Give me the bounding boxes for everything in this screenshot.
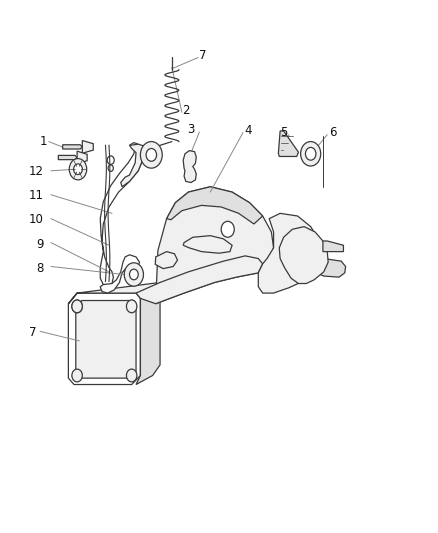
Circle shape — [141, 142, 162, 168]
Text: 6: 6 — [329, 126, 336, 139]
Polygon shape — [166, 187, 263, 224]
Polygon shape — [68, 282, 160, 304]
Text: 7: 7 — [29, 326, 36, 340]
Polygon shape — [136, 282, 160, 384]
Polygon shape — [58, 156, 77, 160]
Circle shape — [74, 164, 82, 174]
Polygon shape — [258, 213, 321, 293]
Circle shape — [127, 369, 137, 382]
Circle shape — [300, 142, 321, 166]
Polygon shape — [82, 141, 93, 154]
Text: 3: 3 — [187, 123, 195, 136]
Text: 4: 4 — [244, 124, 252, 137]
Polygon shape — [136, 256, 263, 304]
Text: 11: 11 — [28, 189, 43, 203]
Polygon shape — [121, 144, 161, 187]
Text: 10: 10 — [28, 213, 43, 226]
Text: 8: 8 — [36, 262, 43, 274]
Circle shape — [124, 263, 144, 286]
Text: 1: 1 — [40, 135, 47, 148]
Polygon shape — [68, 293, 141, 384]
Circle shape — [72, 300, 82, 313]
Circle shape — [107, 156, 114, 165]
Polygon shape — [183, 236, 232, 253]
Polygon shape — [279, 227, 328, 284]
Ellipse shape — [148, 147, 159, 155]
Polygon shape — [279, 131, 298, 157]
Polygon shape — [155, 252, 177, 269]
Polygon shape — [100, 255, 140, 293]
Polygon shape — [183, 151, 196, 182]
Polygon shape — [100, 143, 143, 287]
Circle shape — [69, 159, 87, 180]
Circle shape — [72, 369, 82, 382]
Circle shape — [72, 300, 82, 313]
Circle shape — [130, 269, 138, 280]
Circle shape — [127, 300, 137, 313]
Circle shape — [108, 165, 113, 171]
Circle shape — [221, 221, 234, 237]
Text: 2: 2 — [182, 104, 189, 117]
Text: 5: 5 — [281, 126, 288, 139]
Polygon shape — [63, 145, 82, 149]
Polygon shape — [313, 259, 346, 277]
Text: 9: 9 — [36, 238, 43, 251]
Circle shape — [305, 148, 316, 160]
Text: 7: 7 — [199, 50, 207, 62]
Polygon shape — [155, 187, 274, 304]
Polygon shape — [76, 301, 136, 378]
Circle shape — [146, 149, 156, 161]
Polygon shape — [323, 241, 343, 252]
Text: 12: 12 — [28, 165, 43, 179]
Polygon shape — [77, 151, 87, 164]
